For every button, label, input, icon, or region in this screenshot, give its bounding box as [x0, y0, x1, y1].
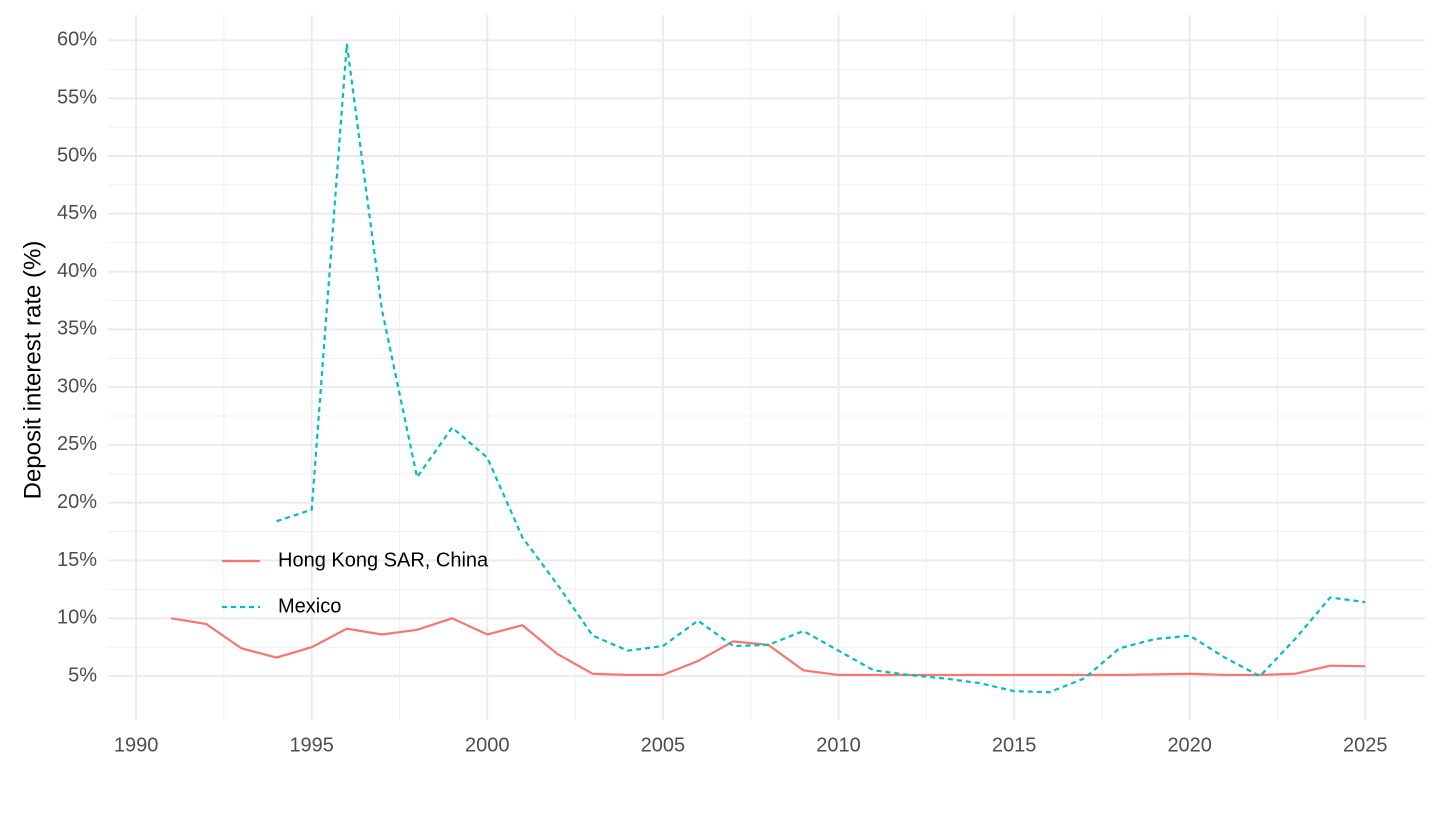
x-tick-label: 2025	[1343, 734, 1388, 756]
x-tick-label: 2010	[816, 734, 861, 756]
y-tick-label: 20%	[57, 491, 97, 513]
y-tick-label: 60%	[57, 29, 97, 51]
y-tick-label: 35%	[57, 318, 97, 340]
y-tick-label: 10%	[57, 607, 97, 629]
legend-label: Mexico	[278, 595, 341, 617]
x-tick-label: 2005	[641, 734, 686, 756]
y-tick-label: 30%	[57, 375, 97, 397]
x-tick-label: 2015	[992, 734, 1037, 756]
y-axis-label: Deposit interest rate (%)	[19, 241, 46, 500]
legend-label: Hong Kong SAR, China	[278, 549, 489, 571]
y-tick-label: 25%	[57, 433, 97, 455]
x-tick-label: 1995	[289, 734, 334, 756]
y-tick-label: 40%	[57, 260, 97, 282]
y-tick-label: 45%	[57, 202, 97, 224]
y-tick-label: 5%	[68, 664, 97, 686]
y-tick-label: 15%	[57, 549, 97, 571]
y-tick-label: 50%	[57, 144, 97, 166]
x-tick-label: 2000	[465, 734, 510, 756]
y-tick-label: 55%	[57, 86, 97, 108]
x-tick-label: 1990	[114, 734, 159, 756]
x-tick-label: 2020	[1167, 734, 1212, 756]
line-series	[276, 43, 1366, 694]
line-series	[171, 617, 1366, 677]
